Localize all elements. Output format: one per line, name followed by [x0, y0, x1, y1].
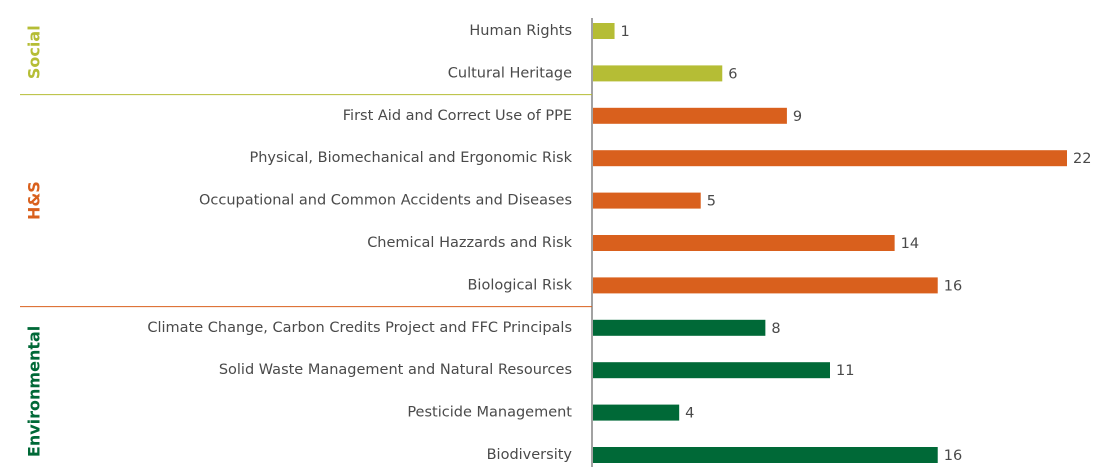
- category-label: Cultural Heritage: [448, 65, 572, 81]
- group-label: Environmental: [25, 326, 44, 457]
- bar: [593, 192, 701, 209]
- category-label: Occupational and Common Accidents and Di…: [199, 193, 572, 209]
- value-label: 16: [944, 448, 962, 464]
- bar: [593, 404, 680, 421]
- bar: [593, 65, 723, 82]
- category-label: Biodiversity: [487, 447, 573, 463]
- group-label: Social: [25, 25, 44, 79]
- bar: [593, 235, 895, 251]
- value-label: 6: [728, 66, 737, 82]
- value-label: 4: [685, 406, 694, 422]
- category-label: Pesticide Management: [407, 405, 572, 421]
- category-label: Solid Waste Management and Natural Resou…: [219, 362, 572, 378]
- group-label: H&S: [25, 181, 44, 220]
- value-label: 22: [1073, 151, 1091, 167]
- bar: [593, 362, 830, 379]
- value-label: 14: [901, 236, 919, 252]
- value-label: 9: [793, 109, 802, 125]
- category-label: Climate Change, Carbon Credits Project a…: [147, 320, 572, 336]
- category-label: Human Rights: [469, 23, 572, 39]
- value-label: 16: [944, 278, 962, 294]
- bar: [593, 107, 787, 124]
- bar: [593, 277, 938, 294]
- category-label: Physical, Biomechanical and Ergonomic Ri…: [249, 150, 572, 166]
- value-label: 8: [771, 321, 780, 337]
- bar: [593, 319, 766, 336]
- bar: [593, 23, 615, 39]
- value-label: 11: [836, 363, 854, 379]
- value-label: 1: [621, 24, 630, 40]
- category-label: Biological Risk: [467, 277, 572, 293]
- category-label: Chemical Hazzards and Risk: [367, 235, 572, 251]
- category-label: First Aid and Correct Use of PPE: [343, 108, 572, 124]
- value-label: 5: [707, 194, 716, 210]
- bar: [593, 447, 938, 463]
- bar: [593, 150, 1067, 167]
